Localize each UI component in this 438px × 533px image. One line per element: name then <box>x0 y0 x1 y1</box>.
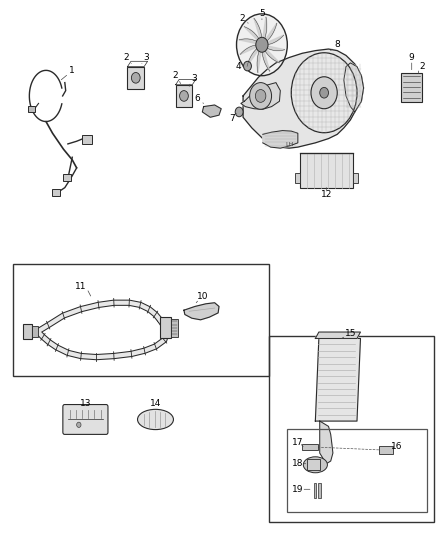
Text: 3: 3 <box>143 53 149 62</box>
Text: 14: 14 <box>150 399 161 408</box>
Bar <box>353 173 358 182</box>
Bar <box>302 444 318 450</box>
Polygon shape <box>262 45 280 63</box>
Text: 8: 8 <box>334 40 340 49</box>
Circle shape <box>256 37 268 52</box>
Bar <box>379 446 393 454</box>
Bar <box>269 336 434 522</box>
Bar <box>300 153 353 188</box>
Polygon shape <box>262 45 285 51</box>
Bar <box>401 73 422 102</box>
Text: 17: 17 <box>292 438 304 447</box>
Text: 4: 4 <box>236 62 241 70</box>
Bar <box>127 67 144 89</box>
Text: 2: 2 <box>240 14 245 22</box>
Bar <box>318 483 321 498</box>
Polygon shape <box>202 105 221 117</box>
Circle shape <box>180 91 188 101</box>
Polygon shape <box>254 18 262 45</box>
Circle shape <box>320 87 328 98</box>
Text: 15: 15 <box>345 329 356 337</box>
Text: 2: 2 <box>420 62 425 70</box>
Polygon shape <box>241 83 280 109</box>
Circle shape <box>131 72 140 83</box>
Bar <box>176 85 192 107</box>
Polygon shape <box>262 23 277 45</box>
Bar <box>160 317 171 338</box>
Text: 1: 1 <box>69 66 75 75</box>
Polygon shape <box>315 338 360 421</box>
Polygon shape <box>240 45 262 54</box>
Text: 9: 9 <box>409 53 415 62</box>
Text: 7: 7 <box>229 115 235 123</box>
Bar <box>171 319 178 337</box>
Bar <box>13 264 269 376</box>
Text: 18: 18 <box>292 459 304 468</box>
Polygon shape <box>263 131 298 148</box>
Circle shape <box>235 107 243 117</box>
Polygon shape <box>184 303 219 320</box>
FancyBboxPatch shape <box>28 106 35 112</box>
Polygon shape <box>262 45 270 71</box>
Text: 19: 19 <box>292 485 304 494</box>
Polygon shape <box>320 421 333 464</box>
Text: 10: 10 <box>197 293 208 301</box>
Bar <box>307 459 320 470</box>
Bar <box>295 173 300 182</box>
Text: 2: 2 <box>173 71 178 80</box>
Bar <box>23 324 32 339</box>
Bar <box>32 326 38 337</box>
Text: 12: 12 <box>321 190 332 198</box>
Text: 2: 2 <box>124 53 129 62</box>
Text: LH: LH <box>285 142 293 148</box>
FancyBboxPatch shape <box>63 405 108 434</box>
Polygon shape <box>247 45 262 67</box>
Polygon shape <box>244 27 262 45</box>
Ellipse shape <box>138 409 173 430</box>
Circle shape <box>255 90 266 102</box>
Circle shape <box>237 14 287 76</box>
Text: 6: 6 <box>194 94 200 103</box>
Circle shape <box>250 83 272 109</box>
Polygon shape <box>243 49 364 148</box>
Text: 11: 11 <box>75 282 87 290</box>
Bar <box>314 483 316 498</box>
Polygon shape <box>239 39 262 45</box>
Text: 5: 5 <box>259 9 265 18</box>
Circle shape <box>291 53 357 133</box>
Text: 13: 13 <box>80 399 91 408</box>
Text: 16: 16 <box>391 442 402 451</box>
Polygon shape <box>344 63 364 112</box>
Circle shape <box>77 422 81 427</box>
FancyBboxPatch shape <box>82 135 92 144</box>
Bar <box>287 429 427 512</box>
Circle shape <box>244 61 251 71</box>
Text: 3: 3 <box>191 74 197 83</box>
FancyBboxPatch shape <box>63 174 71 181</box>
Polygon shape <box>262 35 284 45</box>
Ellipse shape <box>303 457 328 473</box>
Polygon shape <box>315 332 360 338</box>
Circle shape <box>311 77 337 109</box>
Polygon shape <box>262 17 267 45</box>
Polygon shape <box>257 45 262 72</box>
FancyBboxPatch shape <box>52 189 60 196</box>
